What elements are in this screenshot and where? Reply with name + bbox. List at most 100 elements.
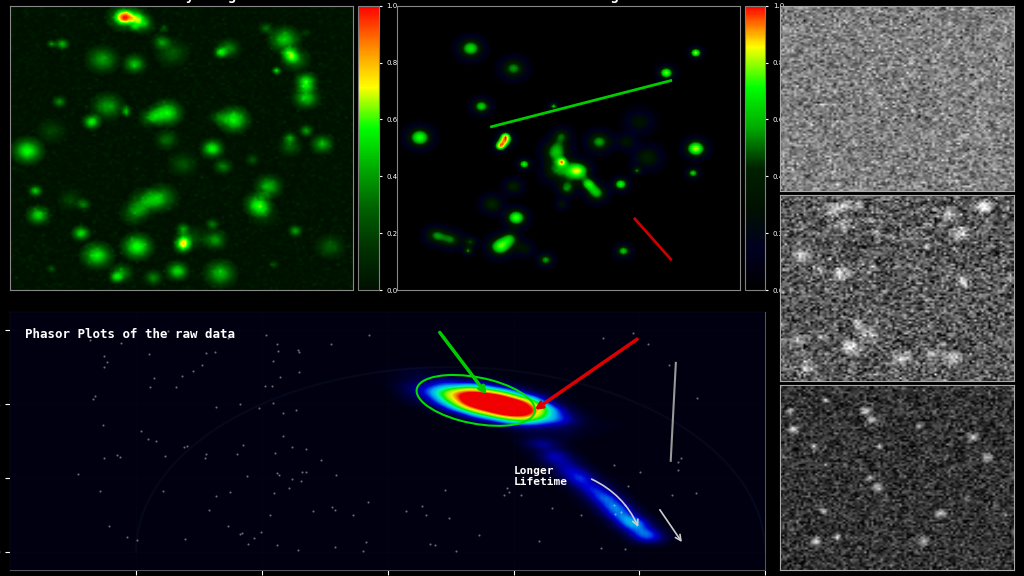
Point xyxy=(437,485,454,494)
Point xyxy=(257,330,273,339)
Point xyxy=(670,457,686,467)
Point xyxy=(616,501,633,510)
Point xyxy=(284,442,300,452)
Point xyxy=(359,497,376,506)
Point xyxy=(133,426,150,435)
Point xyxy=(82,335,98,344)
Point xyxy=(207,348,223,357)
Point xyxy=(266,488,283,497)
Point xyxy=(263,382,280,391)
Point xyxy=(178,441,195,450)
Point xyxy=(156,487,172,496)
Point xyxy=(129,536,145,545)
Point xyxy=(241,539,257,548)
Point xyxy=(140,349,157,358)
Point xyxy=(520,475,537,484)
Point xyxy=(449,546,465,555)
Text: Longer
Lifetime: Longer Lifetime xyxy=(514,466,567,487)
Point xyxy=(501,487,517,497)
Point xyxy=(298,468,314,477)
Point xyxy=(632,467,648,476)
Point xyxy=(499,483,515,492)
Point xyxy=(253,528,269,537)
Point xyxy=(176,534,193,543)
Point xyxy=(612,507,629,517)
Point xyxy=(345,510,361,520)
Point xyxy=(266,449,283,458)
Point xyxy=(639,339,655,348)
Point xyxy=(670,465,686,475)
Point xyxy=(284,475,300,484)
Point xyxy=(606,460,623,469)
Point xyxy=(142,383,159,392)
Point xyxy=(95,362,112,372)
Point xyxy=(471,530,487,539)
Point xyxy=(496,490,512,499)
Point xyxy=(220,333,237,342)
Point xyxy=(323,340,339,349)
Point xyxy=(620,482,636,491)
Point xyxy=(293,476,309,486)
Point xyxy=(262,510,279,520)
Point xyxy=(208,492,224,501)
Point xyxy=(689,394,706,403)
Text: Phasor Plots of the raw data: Phasor Plots of the raw data xyxy=(26,328,236,340)
Point xyxy=(294,468,310,477)
Point xyxy=(606,509,623,518)
Point xyxy=(220,521,237,530)
Point xyxy=(355,546,372,555)
Point xyxy=(175,442,191,451)
Point xyxy=(231,529,248,538)
Point xyxy=(148,436,165,445)
Point xyxy=(290,545,306,555)
Point xyxy=(95,454,112,463)
Point xyxy=(264,398,281,407)
Point xyxy=(357,538,374,547)
Point xyxy=(269,339,286,348)
Point xyxy=(222,487,239,496)
Point xyxy=(281,483,297,492)
Point xyxy=(270,471,287,480)
Point xyxy=(94,420,111,429)
Point xyxy=(201,505,217,514)
Point xyxy=(157,451,173,460)
Point xyxy=(544,503,560,513)
Point xyxy=(593,544,609,553)
Title: Intensity Image: Intensity Image xyxy=(119,0,245,3)
Point xyxy=(291,367,307,377)
Point xyxy=(595,333,611,342)
Point xyxy=(167,382,183,391)
Point xyxy=(160,327,176,336)
Point xyxy=(291,347,307,357)
Point xyxy=(512,490,528,499)
Point xyxy=(272,372,289,381)
Point xyxy=(86,392,102,401)
Point xyxy=(194,361,210,370)
Point xyxy=(605,501,622,510)
Point xyxy=(397,506,414,516)
Point xyxy=(325,502,341,511)
Point xyxy=(92,487,109,496)
Point xyxy=(119,533,135,542)
Point xyxy=(625,329,641,338)
Point xyxy=(184,367,201,376)
Point xyxy=(305,506,322,516)
Point xyxy=(327,506,343,515)
Point xyxy=(100,521,117,530)
Point xyxy=(440,513,457,522)
Title: Lifetime Image: Lifetime Image xyxy=(510,0,627,3)
Point xyxy=(246,534,262,543)
Point xyxy=(113,338,129,347)
Point xyxy=(688,488,705,498)
Point xyxy=(673,453,689,463)
Point xyxy=(665,490,681,499)
Point xyxy=(239,471,255,480)
Point xyxy=(123,327,139,336)
Point xyxy=(109,450,125,459)
Point xyxy=(174,371,190,380)
Point xyxy=(427,540,443,550)
Point xyxy=(270,347,287,356)
Point xyxy=(198,454,214,463)
Point xyxy=(660,361,677,370)
Point xyxy=(99,358,116,367)
